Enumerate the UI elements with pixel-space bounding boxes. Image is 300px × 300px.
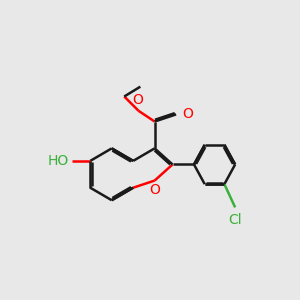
Text: O: O <box>182 107 193 122</box>
Text: Cl: Cl <box>228 213 242 227</box>
Text: HO: HO <box>47 154 69 168</box>
Text: O: O <box>149 183 160 197</box>
Text: O: O <box>132 93 143 107</box>
